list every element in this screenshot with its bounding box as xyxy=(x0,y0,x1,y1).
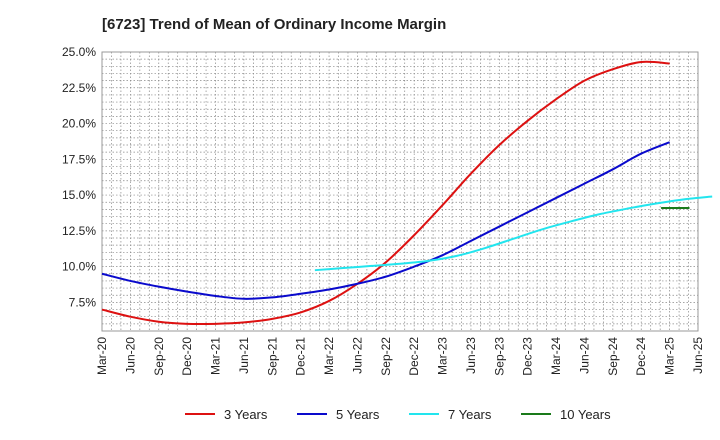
plot-area xyxy=(101,51,699,332)
y-axis: 7.5% 10.0% 12.5% 15.0% 17.5% 20.0% 22.5% 25.0% xyxy=(62,45,96,309)
x-tick-label: Dec-20 xyxy=(180,337,194,376)
chart-title: [6723] Trend of Mean of Ordinary Income … xyxy=(102,16,447,33)
x-tick-label: Dec-24 xyxy=(634,337,648,376)
x-tick-label: Sep-24 xyxy=(606,337,620,376)
legend-label: 10 Years xyxy=(560,407,611,422)
x-tick-label: Mar-20 xyxy=(95,337,109,375)
x-tick-label: Jun-20 xyxy=(123,337,137,374)
x-tick-label: Jun-22 xyxy=(350,337,364,374)
y-tick-label: 12.5% xyxy=(62,224,96,238)
series-line-7-years xyxy=(314,195,713,272)
series-lines xyxy=(101,60,713,326)
x-axis: Mar-20 Jun-20 Sep-20 Dec-20 Mar-21 Jun-21 Sep-… xyxy=(95,337,705,376)
y-tick-label: 15.0% xyxy=(62,188,96,202)
legend-label: 3 Years xyxy=(224,407,268,422)
x-tick-label: Mar-21 xyxy=(209,337,223,375)
legend-label: 7 Years xyxy=(448,407,492,422)
y-tick-label: 22.5% xyxy=(62,81,96,95)
x-tick-label: Jun-23 xyxy=(464,337,478,374)
x-tick-label: Dec-23 xyxy=(521,337,535,376)
grid xyxy=(102,52,698,331)
x-tick-label: Jun-25 xyxy=(691,337,705,374)
y-tick-label: 17.5% xyxy=(62,152,96,166)
legend: 3 Years 5 Years 7 Years 10 Years xyxy=(185,407,611,422)
x-tick-label: Sep-21 xyxy=(265,337,279,376)
y-tick-label: 10.0% xyxy=(62,260,96,274)
x-tick-label: Jun-24 xyxy=(577,337,591,374)
x-tick-label: Dec-22 xyxy=(407,337,421,376)
x-tick-label: Mar-24 xyxy=(549,337,563,375)
y-tick-label: 7.5% xyxy=(69,295,97,309)
x-tick-label: Dec-21 xyxy=(294,337,308,376)
y-tick-label: 20.0% xyxy=(62,117,96,131)
x-tick-label: Sep-23 xyxy=(492,337,506,376)
x-tick-label: Mar-25 xyxy=(663,337,677,375)
legend-label: 5 Years xyxy=(336,407,380,422)
x-tick-label: Sep-20 xyxy=(152,337,166,376)
x-tick-label: Jun-21 xyxy=(237,337,251,374)
series-line-5-years xyxy=(101,141,670,300)
x-tick-label: Sep-22 xyxy=(379,337,393,376)
series-line-3-years xyxy=(101,60,670,326)
x-tick-label: Mar-22 xyxy=(322,337,336,375)
y-tick-label: 25.0% xyxy=(62,45,96,59)
x-tick-label: Mar-23 xyxy=(436,337,450,375)
